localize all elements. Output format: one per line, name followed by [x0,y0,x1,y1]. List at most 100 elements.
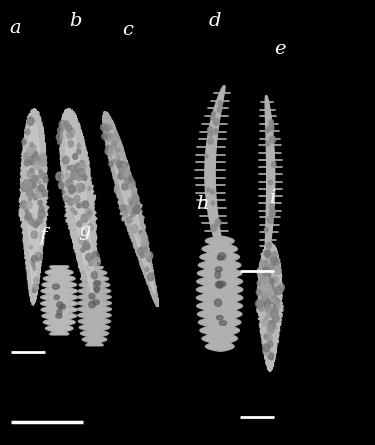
Circle shape [33,194,38,200]
Circle shape [272,162,276,167]
Circle shape [25,181,32,189]
Circle shape [131,205,135,210]
Circle shape [84,243,89,250]
Circle shape [27,146,34,155]
Circle shape [269,120,273,125]
Circle shape [120,205,126,211]
Circle shape [264,274,270,280]
Circle shape [33,267,36,271]
Circle shape [129,202,133,205]
Circle shape [267,335,273,342]
Circle shape [269,125,274,131]
Ellipse shape [217,255,223,260]
Circle shape [132,190,136,196]
Circle shape [211,190,214,194]
Ellipse shape [215,267,222,272]
Circle shape [129,203,134,207]
Circle shape [104,124,110,132]
Circle shape [68,140,74,147]
Circle shape [258,284,264,292]
Circle shape [145,267,149,272]
Circle shape [92,251,99,260]
Circle shape [270,295,276,301]
Circle shape [105,150,110,154]
Circle shape [81,214,88,222]
Circle shape [109,161,113,166]
Circle shape [264,251,269,257]
Circle shape [271,308,275,313]
Circle shape [66,179,73,188]
Circle shape [264,283,271,292]
Circle shape [131,225,138,233]
Circle shape [270,257,277,265]
Circle shape [33,284,38,290]
Circle shape [75,163,81,171]
Circle shape [267,311,272,317]
Circle shape [67,166,70,170]
Circle shape [211,224,217,231]
Circle shape [257,267,264,276]
Ellipse shape [216,281,223,288]
Circle shape [114,186,118,190]
Polygon shape [256,242,284,371]
Circle shape [132,207,138,214]
Circle shape [82,175,87,181]
Circle shape [270,279,274,283]
Circle shape [77,144,81,148]
Text: h: h [196,195,208,213]
Circle shape [36,253,42,260]
Circle shape [268,325,274,332]
Circle shape [268,264,274,271]
Ellipse shape [215,271,220,279]
Circle shape [43,174,47,178]
Polygon shape [27,123,40,291]
Circle shape [116,155,120,160]
Circle shape [32,151,38,158]
Circle shape [132,194,139,203]
Circle shape [114,188,119,193]
Circle shape [211,201,214,205]
Circle shape [264,227,268,232]
Circle shape [35,252,39,257]
Circle shape [262,278,269,285]
Circle shape [120,165,125,171]
Circle shape [37,190,40,194]
Ellipse shape [219,321,226,325]
Circle shape [278,284,284,291]
Circle shape [266,351,270,356]
Circle shape [30,168,34,173]
Circle shape [25,209,28,213]
Circle shape [262,294,268,301]
Circle shape [80,202,84,208]
Circle shape [88,186,91,190]
Ellipse shape [60,304,66,309]
Circle shape [66,132,72,138]
Circle shape [264,334,268,339]
Circle shape [122,205,127,211]
Circle shape [78,169,85,177]
Circle shape [89,261,93,266]
Circle shape [128,182,134,189]
Circle shape [75,184,82,193]
Circle shape [38,210,45,218]
Circle shape [36,221,40,225]
Circle shape [28,218,34,224]
Circle shape [78,184,85,191]
Ellipse shape [56,314,62,318]
Circle shape [264,283,269,288]
Circle shape [269,124,273,129]
Circle shape [27,170,34,178]
Circle shape [120,163,127,171]
Circle shape [208,138,213,144]
Circle shape [268,352,274,360]
Circle shape [69,177,72,182]
Text: a: a [9,19,21,36]
Circle shape [32,255,37,262]
Circle shape [266,304,272,311]
Circle shape [213,129,218,134]
Circle shape [258,267,265,276]
Ellipse shape [214,299,222,307]
Circle shape [123,209,128,216]
Circle shape [37,217,42,224]
Circle shape [25,215,29,220]
